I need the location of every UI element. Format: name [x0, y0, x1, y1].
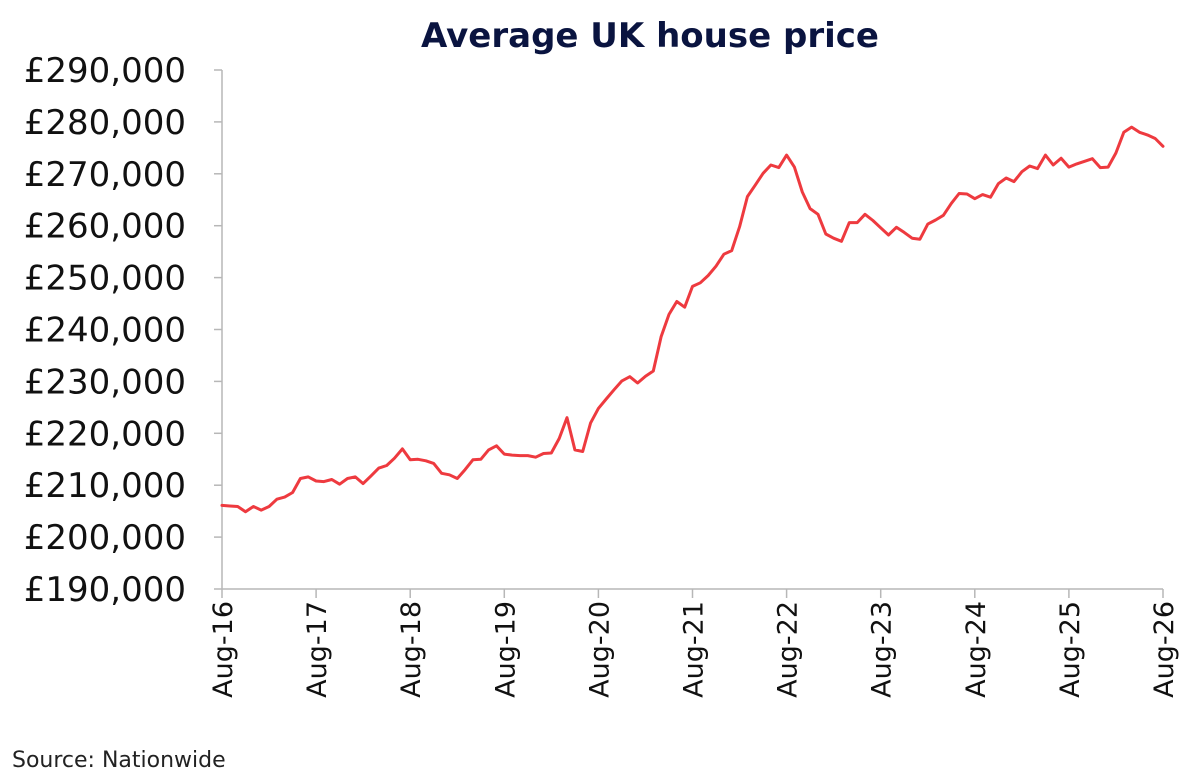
series-line — [220, 125, 1165, 514]
y-tick-label: £260,000 — [24, 207, 186, 247]
y-tick-label: £280,000 — [24, 103, 186, 143]
y-tick-label: £210,000 — [24, 466, 186, 506]
y-tick-label: £220,000 — [24, 414, 186, 454]
chart-title: Average UK house price — [421, 16, 879, 56]
x-tick-label: Aug-20 — [584, 601, 615, 698]
x-tick-label: Aug-16 — [208, 601, 239, 698]
x-tick-label: Aug-24 — [961, 601, 992, 698]
y-tick-label: £250,000 — [24, 259, 186, 299]
y-tick-label: £230,000 — [24, 362, 186, 402]
x-tick-label: Aug-19 — [490, 601, 521, 698]
x-tick-label: Aug-23 — [867, 601, 898, 698]
y-tick-label: £190,000 — [24, 570, 186, 610]
x-tick-label: Aug-18 — [396, 601, 427, 698]
x-tick-label: Aug-25 — [1055, 601, 1086, 698]
x-tick-label: Aug-26 — [1149, 601, 1180, 698]
x-tick-label: Aug-22 — [773, 601, 804, 698]
y-tick-label: £240,000 — [24, 311, 186, 351]
x-tick-label: Aug-21 — [679, 601, 710, 698]
x-axis-ticks: Aug-16 Aug-17 Aug-18 Aug-19 Aug-20 Aug-21 Aug-… — [208, 589, 1180, 698]
y-axis-ticks: £190,000 £200,000 £210,000 £220,000 £230,000… — [24, 51, 222, 610]
source-note: Source: Nationwide — [12, 748, 226, 773]
x-tick-label: Aug-17 — [302, 601, 333, 698]
y-tick-label: £200,000 — [24, 518, 186, 558]
y-tick-label: £270,000 — [24, 155, 186, 195]
y-tick-label: £290,000 — [24, 51, 186, 91]
